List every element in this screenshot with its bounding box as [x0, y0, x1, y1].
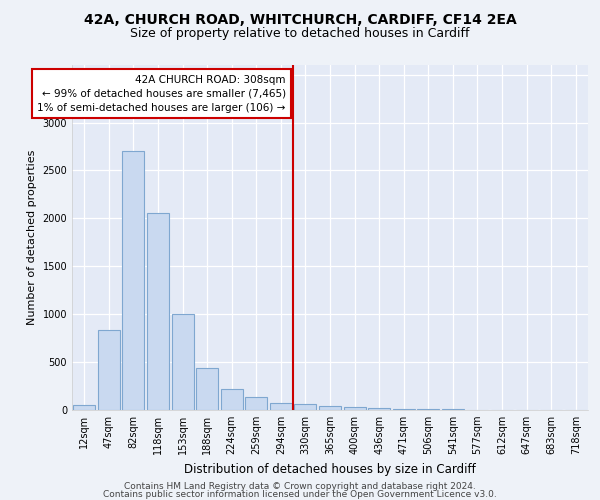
Text: Contains HM Land Registry data © Crown copyright and database right 2024.: Contains HM Land Registry data © Crown c… [124, 482, 476, 491]
Bar [73, 404, 95, 410]
Text: 42A CHURCH ROAD: 308sqm
← 99% of detached houses are smaller (7,465)
1% of semi-: 42A CHURCH ROAD: 308sqm ← 99% of detache… [37, 74, 286, 112]
Bar [344, 407, 365, 410]
Bar [392, 408, 415, 410]
Bar [122, 152, 145, 410]
Bar [147, 212, 169, 410]
Bar [442, 409, 464, 410]
Bar [270, 404, 292, 410]
Bar [319, 406, 341, 410]
Bar [221, 389, 243, 410]
Bar [245, 397, 268, 410]
Bar [368, 408, 390, 410]
X-axis label: Distribution of detached houses by size in Cardiff: Distribution of detached houses by size … [184, 462, 476, 475]
Text: Size of property relative to detached houses in Cardiff: Size of property relative to detached ho… [130, 28, 470, 40]
Bar [196, 368, 218, 410]
Bar [172, 314, 194, 410]
Y-axis label: Number of detached properties: Number of detached properties [27, 150, 37, 325]
Bar [295, 404, 316, 410]
Bar [417, 409, 439, 410]
Bar [98, 330, 120, 410]
Text: Contains public sector information licensed under the Open Government Licence v3: Contains public sector information licen… [103, 490, 497, 499]
Text: 42A, CHURCH ROAD, WHITCHURCH, CARDIFF, CF14 2EA: 42A, CHURCH ROAD, WHITCHURCH, CARDIFF, C… [83, 12, 517, 26]
